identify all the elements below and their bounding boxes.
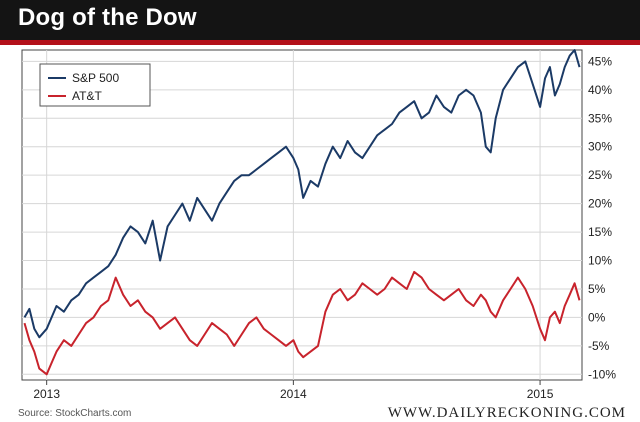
source-note: Source: StockCharts.com (18, 408, 132, 419)
series-line-att (23, 270, 581, 376)
y-tick-label: 10% (588, 254, 612, 268)
y-tick-label: 35% (588, 111, 612, 125)
y-tick-label: -10% (588, 367, 616, 381)
y-tick-label: 5% (588, 282, 606, 296)
accent-bar (0, 40, 640, 45)
y-tick-label: 15% (588, 225, 612, 239)
series-line-sp500 (23, 49, 581, 339)
y-tick-label: 30% (588, 140, 612, 154)
y-tick-label: 0% (588, 310, 606, 324)
y-tick-label: -5% (588, 339, 610, 353)
x-tick-label: 2015 (527, 387, 554, 401)
y-tick-label: 45% (588, 54, 612, 68)
header-bar: Dog of the Dow (0, 0, 640, 40)
page-title: Dog of the Dow (18, 4, 197, 31)
brand-link[interactable]: WWW.DAILYRECKONING.COM (387, 405, 626, 421)
legend-label-sp500: S&P 500 (72, 71, 119, 85)
legend-label-att: AT&T (72, 89, 102, 103)
tick-labels: 45% 40% 35% 30% 25% 20% 15% 10% 5% 0% -5% -10% 2013 2… (33, 54, 616, 401)
legend-box (39, 63, 151, 107)
x-tick-label: 2013 (33, 387, 60, 401)
y-tick-label: 20% (588, 197, 612, 211)
series-lines (23, 49, 581, 376)
y-tick-label: 25% (588, 168, 612, 182)
x-tick-label: 2014 (280, 387, 307, 401)
y-tick-label: 40% (588, 83, 612, 97)
legend: S&P 500 AT&T (39, 63, 151, 107)
